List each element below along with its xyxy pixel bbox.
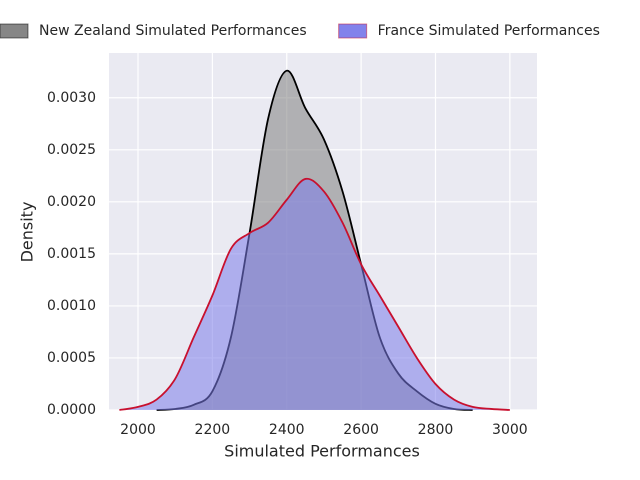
legend-label: New Zealand Simulated Performances <box>39 23 307 39</box>
x-tick-label: 2000 <box>120 422 156 438</box>
x-tick-label: 2400 <box>269 422 305 438</box>
x-tick-label: 2600 <box>343 422 379 438</box>
y-axis-label: Density <box>18 202 37 263</box>
y-tick-label: 0.0025 <box>47 142 96 158</box>
y-tick-label: 0.0020 <box>47 194 96 210</box>
y-tick-label: 0.0015 <box>47 246 96 262</box>
legend-swatch <box>0 23 29 39</box>
legend-swatch <box>338 23 368 39</box>
x-tick-label: 2800 <box>418 422 454 438</box>
density-line <box>119 177 510 411</box>
x-tick-label: 2200 <box>195 422 231 438</box>
y-tick-label: 0.0000 <box>47 402 96 418</box>
x-axis-label: Simulated Performances <box>224 442 420 461</box>
y-tick-label: 0.0010 <box>47 298 96 314</box>
legend-label: France Simulated Performances <box>378 23 600 39</box>
x-tick-label: 3000 <box>492 422 528 438</box>
y-tick-label: 0.0005 <box>47 350 96 366</box>
y-tick-label: 0.0030 <box>47 90 96 106</box>
